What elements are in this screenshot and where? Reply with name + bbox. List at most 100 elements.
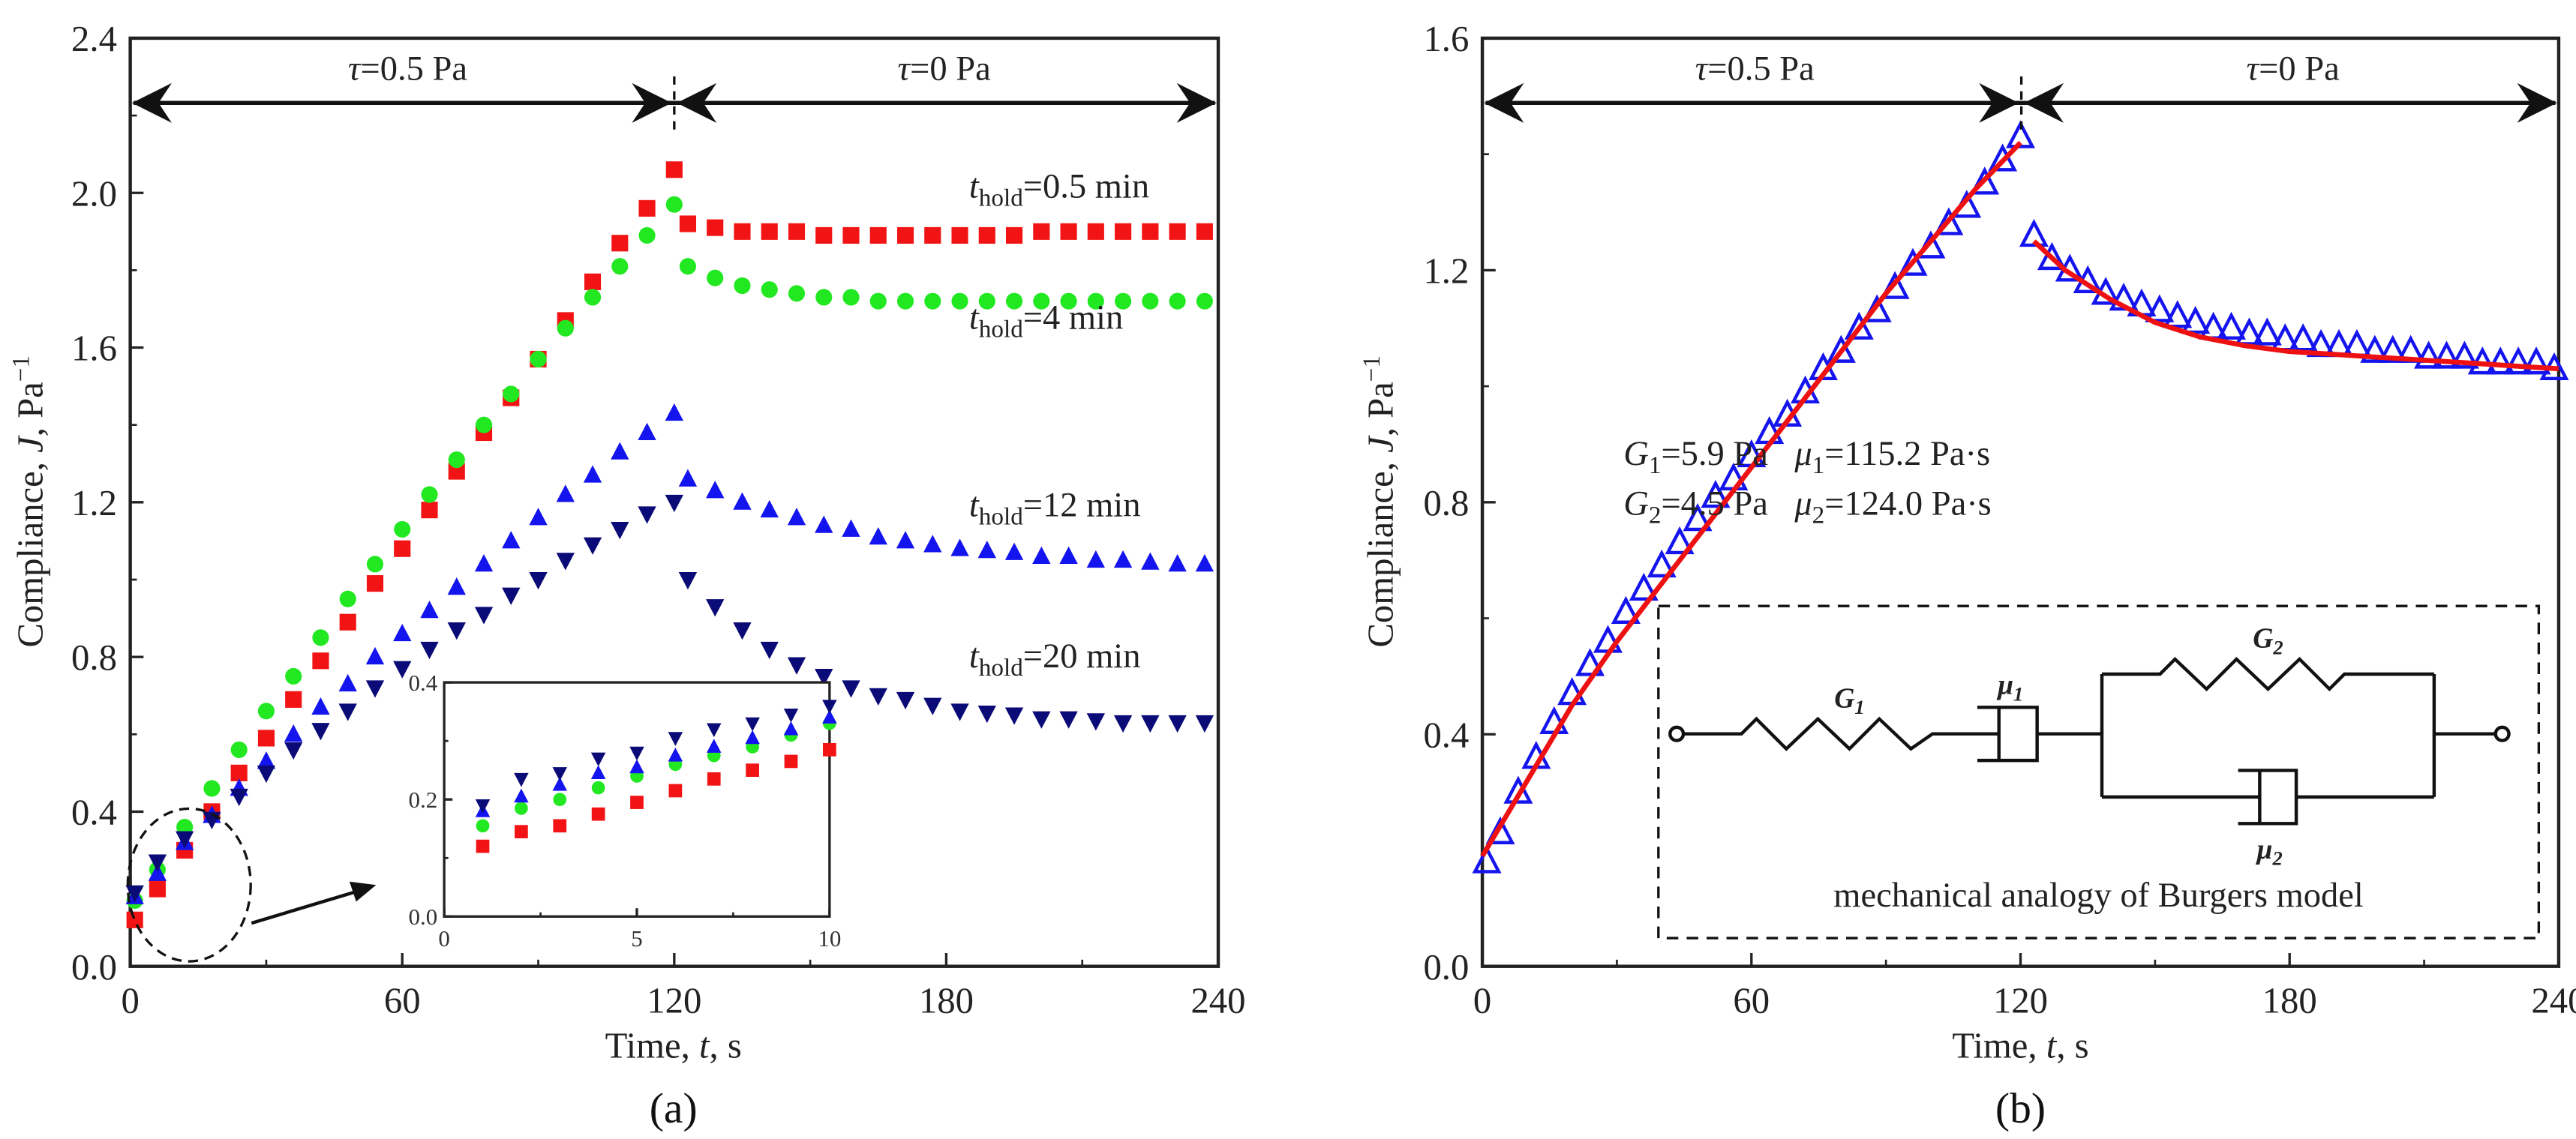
- data-point: [556, 553, 575, 571]
- data-point: [1665, 526, 1695, 555]
- phase-label-loading: τ=0.5 Pa: [348, 49, 467, 88]
- spring-g1: [1683, 716, 1999, 751]
- data-point: [257, 730, 275, 747]
- data-point: [815, 226, 833, 244]
- x-tick-label: 60: [384, 981, 421, 1021]
- inset-data-point: [591, 781, 605, 795]
- data-point: [1033, 223, 1050, 240]
- inset-data-point: [552, 767, 567, 781]
- data-point: [706, 481, 725, 499]
- data-point: [1169, 292, 1186, 310]
- data-point: [869, 688, 887, 706]
- data-point: [679, 215, 697, 232]
- data-point: [2163, 300, 2193, 328]
- data-point: [1880, 271, 1910, 299]
- inset-data-point: [515, 802, 528, 815]
- diagram-caption: mechanical analogy of Burgers model: [1833, 877, 2364, 915]
- data-point: [815, 289, 833, 306]
- data-point: [203, 780, 221, 797]
- inset-data-point: [822, 709, 837, 724]
- data-point: [149, 880, 166, 898]
- x-tick-label: 180: [2262, 981, 2317, 1021]
- phase-label-loading: τ=0.5 Pa: [1695, 49, 1815, 88]
- inset-data-point: [514, 772, 529, 787]
- data-point: [1647, 549, 1677, 578]
- data-point: [1087, 292, 1104, 310]
- inset-data-point: [668, 748, 683, 762]
- data-point: [1195, 715, 1214, 733]
- data-point: [584, 273, 602, 290]
- data-point: [1086, 713, 1106, 731]
- data-point: [1032, 711, 1051, 729]
- data-point: [2431, 340, 2461, 369]
- data-point: [1033, 292, 1050, 310]
- data-point: [787, 508, 806, 526]
- data-point: [420, 600, 439, 619]
- data-point: [733, 492, 752, 510]
- data-point: [448, 451, 465, 469]
- data-point: [2485, 346, 2515, 375]
- data-point: [125, 885, 144, 904]
- data-point: [1060, 292, 1077, 310]
- data-point: [583, 465, 602, 483]
- diagram-dashed-border: [1657, 604, 2541, 940]
- data-point: [1087, 223, 1104, 240]
- data-point: [421, 502, 438, 519]
- fit-line: [1480, 140, 2559, 858]
- data-point: [611, 521, 629, 540]
- y-tick-label: 0.4: [409, 670, 438, 696]
- inset-data-point: [745, 730, 760, 745]
- inset-data-point: [707, 739, 722, 753]
- inset-data-point: [783, 709, 799, 723]
- data-point: [665, 494, 683, 513]
- data-point: [2378, 334, 2408, 363]
- x-tick-label: 120: [647, 981, 701, 1021]
- data-point: [951, 292, 968, 310]
- data-point: [1934, 207, 1964, 235]
- phase-label-recovery: τ=0 Pa: [898, 49, 991, 88]
- data-point: [285, 691, 302, 708]
- data-point: [1059, 546, 1078, 564]
- x-axis-title: Time, t, s: [1952, 1026, 2088, 1066]
- x-tick-label: 240: [2531, 981, 2576, 1021]
- y-tick-label: 0.4: [71, 792, 117, 832]
- inset-data-point: [475, 799, 491, 814]
- data-point: [529, 508, 548, 526]
- series-label-20-min: thold=20 min: [969, 637, 1141, 682]
- zoom-region-ellipse: [126, 807, 252, 963]
- data-point: [1113, 550, 1133, 568]
- inset-data-point: [745, 717, 760, 732]
- inset-series-3: [475, 700, 837, 814]
- y-axis-title: Compliance, J, Pa−1: [8, 355, 51, 648]
- series-t-hold-12-min: [125, 403, 1214, 904]
- data-point: [1141, 552, 1160, 570]
- data-point: [556, 484, 575, 502]
- terminal-right: [2493, 725, 2511, 742]
- x-tick-label: 0: [1473, 981, 1491, 1021]
- inset-data-point: [746, 763, 759, 778]
- data-point: [421, 486, 438, 503]
- inset-series-2: [475, 709, 837, 817]
- y-tick-label: 2.0: [71, 173, 117, 214]
- data-point: [788, 223, 806, 240]
- inset-data-point: [823, 742, 836, 757]
- data-point: [707, 219, 724, 236]
- data-point: [557, 319, 574, 337]
- data-point: [869, 526, 887, 545]
- phase-arrows: [1484, 76, 2557, 133]
- data-point: [2181, 305, 2211, 334]
- data-point: [2234, 317, 2264, 346]
- inset-data-point: [707, 723, 722, 738]
- y-tick-label: 1.6: [71, 328, 117, 369]
- data-point: [1032, 546, 1051, 564]
- data-point: [679, 258, 697, 275]
- y-tick-label: 0.0: [1423, 947, 1469, 988]
- inset-data-point: [668, 732, 683, 746]
- data-point: [1195, 554, 1214, 572]
- y-tick-label: 0.8: [1423, 483, 1469, 523]
- data-point: [366, 556, 384, 573]
- data-point: [815, 515, 833, 533]
- data-point: [2288, 323, 2318, 352]
- data-point: [502, 587, 521, 605]
